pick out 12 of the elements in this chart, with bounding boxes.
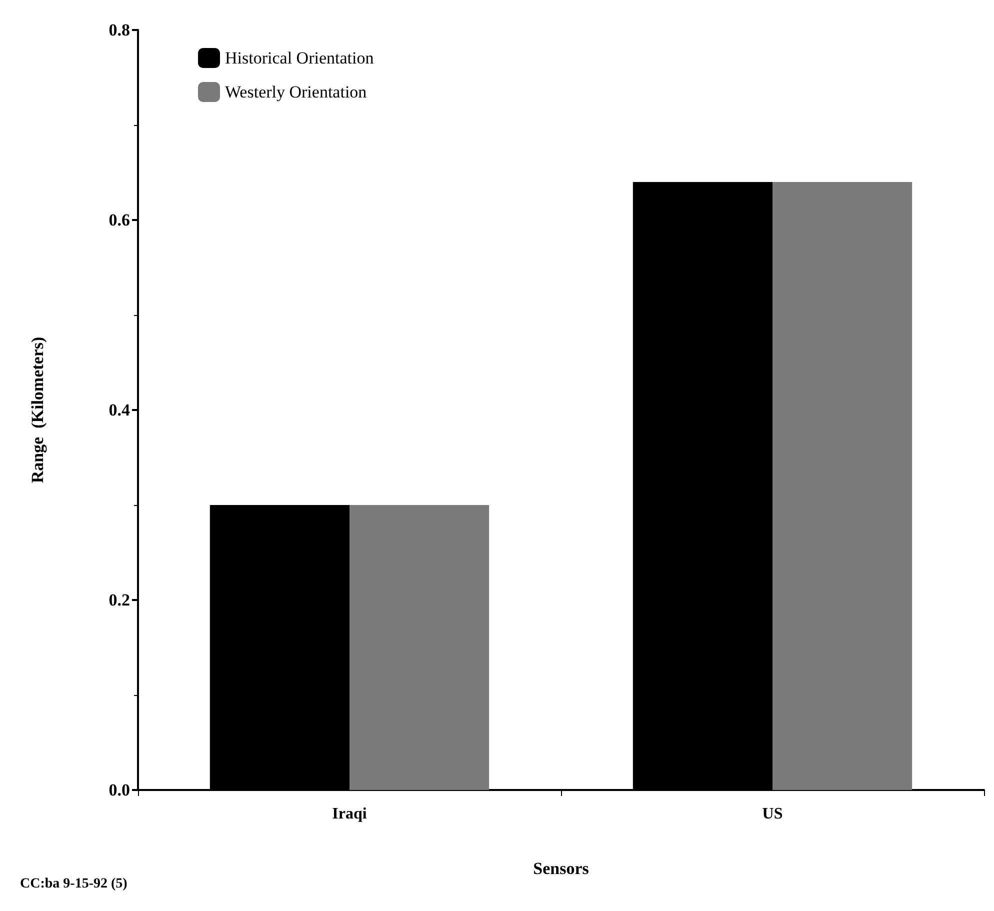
text: CC:ba 9-15-92 (5) xyxy=(20,876,128,892)
legend-label: Westerly Orientation xyxy=(225,82,368,102)
y-tick-label: 0.2 xyxy=(108,590,130,610)
y-tick-label: 0.6 xyxy=(108,210,130,230)
y-tick-label: 0.0 xyxy=(108,780,130,800)
x-axis-title: Sensors xyxy=(533,859,590,878)
y-axis-title: Range (Kilometers) xyxy=(28,336,47,484)
y-tick-label: 0.8 xyxy=(108,20,130,40)
y-tick-label: 0.4 xyxy=(108,400,130,420)
x-tick-label: US xyxy=(762,806,783,822)
x-tick-label: Iraqi xyxy=(332,806,368,822)
legend-label: Historical Orientation xyxy=(225,48,374,68)
